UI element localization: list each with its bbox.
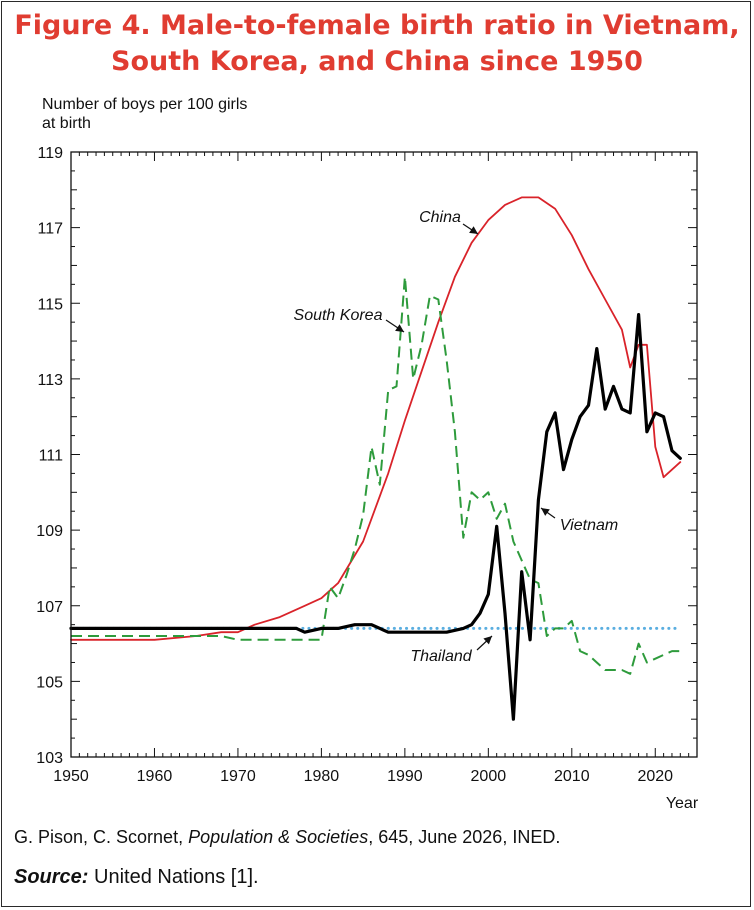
chart-title: Figure 4. Male-to-female birth ratio in … — [0, 8, 754, 80]
tick-labels: 1950 1960 1970 1980 1990 2000 2010 2020 103 105 10… — [36, 145, 699, 812]
y-tick-label: 103 — [36, 750, 63, 767]
label-arrowhead-thailand — [483, 636, 492, 645]
y-axis-label-line2: at birth — [42, 115, 91, 132]
axis-ticks — [70, 151, 698, 758]
source-line: Source: United Nations [1]. — [14, 866, 259, 889]
y-tick-label: 109 — [36, 523, 63, 540]
label-arrowhead-vietnam — [541, 508, 550, 516]
x-tick-label: 2010 — [554, 768, 590, 785]
series-line-south-korea — [71, 275, 681, 675]
y-tick-label: 117 — [37, 221, 63, 238]
credit-rest: , 645, June 2026, INED. — [368, 827, 561, 847]
x-tick-label: 1980 — [304, 768, 340, 785]
label-arrowhead-china — [469, 226, 478, 234]
x-tick-label: 1950 — [53, 768, 89, 785]
source-text: United Nations [1]. — [88, 866, 259, 888]
x-tick-label: 1960 — [137, 768, 173, 785]
credit-line: G. Pison, C. Scornet, Population & Socie… — [14, 827, 560, 848]
x-tick-label: 2020 — [637, 768, 673, 785]
y-tick-label: 113 — [37, 372, 63, 389]
x-tick-label: 2000 — [471, 768, 507, 785]
series-line-vietnam — [69, 313, 682, 721]
series-labels: China South Korea Vietnam Thailand — [294, 209, 619, 665]
y-tick-label: 107 — [36, 599, 63, 616]
y-tick-label: 115 — [37, 296, 63, 313]
credit-journal: Population & Societies — [188, 827, 369, 847]
chart-title-line1: Figure 4. Male-to-female birth ratio in … — [14, 10, 740, 41]
plot-area-border — [70, 151, 698, 758]
x-tick-label: 1990 — [387, 768, 423, 785]
series-label-south-korea: South Korea — [294, 307, 383, 324]
series-label-china: China — [419, 209, 461, 226]
x-tick-label: 1970 — [220, 768, 256, 785]
source-label: Source: — [14, 866, 89, 888]
x-axis-label: Year — [666, 795, 699, 812]
y-tick-label: 111 — [39, 448, 63, 465]
series-label-vietnam: Vietnam — [560, 517, 618, 534]
credit-authors: G. Pison, C. Scornet, — [14, 827, 189, 847]
series-lines — [69, 196, 682, 721]
series-label-thailand: Thailand — [410, 648, 472, 665]
y-axis-label-line1: Number of boys per 100 girls — [42, 96, 248, 113]
y-axis-label: Number of boys per 100 girls at birth — [42, 95, 302, 133]
y-tick-label: 119 — [37, 145, 63, 162]
y-tick-label: 105 — [36, 674, 63, 691]
chart-title-line2: South Korea, and China since 1950 — [111, 46, 643, 77]
series-line-china — [70, 196, 682, 641]
label-arrowhead-south-korea — [395, 324, 404, 332]
